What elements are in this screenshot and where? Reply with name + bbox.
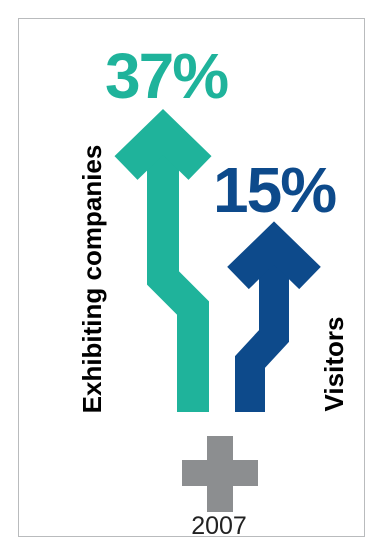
companies-label: Exhibiting companies	[77, 145, 107, 414]
companies-arrow-shaft	[147, 150, 209, 412]
visitors-label: Visitors	[319, 317, 349, 412]
visitors-arrow-icon	[227, 221, 321, 412]
visitors-percentage: 15%	[213, 154, 336, 226]
figure-frame	[18, 18, 365, 537]
companies-arrow-icon	[114, 108, 212, 412]
visitors-arrow-shaft	[235, 245, 289, 412]
companies-percentage: 37%	[105, 40, 228, 112]
year-label: 2007	[191, 512, 247, 540]
visitors-arrow-head	[227, 221, 321, 290]
companies-arrow-head	[114, 108, 212, 180]
plus-icon	[182, 436, 258, 512]
